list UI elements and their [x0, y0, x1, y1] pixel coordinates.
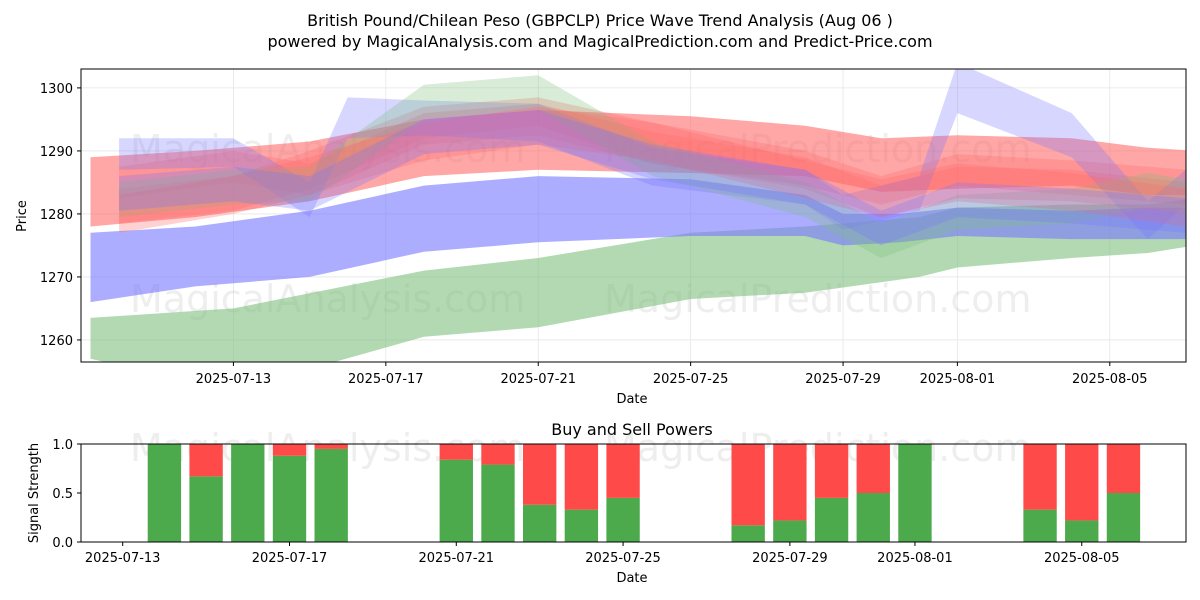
- sell-bar-2025-07-15: [189, 444, 223, 477]
- wave-band-blue-5: [119, 69, 1186, 240]
- buy-bar-2025-08-01: [898, 444, 932, 542]
- signal-y-tick-label-2: 1.0: [52, 438, 73, 453]
- wave-band-red-2: [90, 110, 1186, 227]
- signal-x-tick-label-4: 2025-07-29: [752, 551, 828, 566]
- sell-bar-2025-07-31: [856, 444, 890, 493]
- price-x-tick-label-4: 2025-07-29: [805, 372, 881, 387]
- sell-bar-2025-08-05: [1065, 444, 1099, 521]
- buy-bar-2025-07-31: [856, 493, 890, 542]
- sell-bar-2025-07-23: [523, 444, 557, 505]
- price-plot-frame: [80, 68, 1187, 363]
- price-y-tick-label-3: 1290: [40, 145, 73, 160]
- sell-bar-2025-08-06: [1106, 444, 1141, 493]
- sell-bar-2025-07-21: [439, 444, 473, 460]
- signal-y-tick-label-0: 0.0: [52, 536, 73, 551]
- buy-bar-2025-07-25: [606, 497, 640, 542]
- buy-bar-2025-08-04: [1023, 509, 1057, 542]
- price-x-axis-label: Date: [616, 392, 647, 407]
- signal-x-tick-label-5: 2025-08-01: [877, 551, 953, 566]
- signal-x-tick-label-2: 2025-07-21: [419, 551, 495, 566]
- price-y-tick-label-2: 1280: [40, 208, 73, 223]
- chart-subtitle: powered by MagicalAnalysis.com and Magic…: [267, 32, 932, 51]
- signal-x-tick-label-0: 2025-07-13: [85, 551, 161, 566]
- buy-bar-2025-07-15: [189, 476, 223, 542]
- signal-y-axis-label: Signal Strength: [27, 443, 42, 543]
- price-x-tick-label-1: 2025-07-17: [348, 372, 424, 387]
- signal-x-ticks: 2025-07-13 2025-07-17 2025-07-21 2025-07-25…: [85, 542, 1120, 566]
- sell-bar-2025-07-25: [606, 444, 640, 498]
- wave-band-green-6: [119, 75, 1186, 258]
- price-chart: MagicalAnalysis.com MagicalPrediction.co…: [15, 68, 1187, 407]
- buy-bar-2025-07-23: [523, 504, 557, 542]
- price-x-tick-label-6: 2025-08-05: [1072, 372, 1148, 387]
- wave-band-red-4: [119, 103, 1186, 218]
- signal-chart-title: Buy and Sell Powers: [551, 420, 713, 439]
- price-x-tick-label-0: 2025-07-13: [196, 372, 272, 387]
- buy-bar-2025-07-22: [481, 464, 515, 542]
- price-y-axis-label: Price: [15, 200, 30, 232]
- wave-band-blue-1: [90, 176, 1186, 303]
- price-x-ticks: 2025-07-13 2025-07-17 2025-07-21 2025-07-25…: [196, 362, 1148, 387]
- price-y-tick-label-1: 1270: [40, 271, 73, 286]
- signal-x-axis-label: Date: [616, 571, 647, 586]
- price-x-tick-label-2: 2025-07-21: [500, 372, 576, 387]
- buy-bar-2025-07-17: [272, 455, 307, 542]
- signal-x-tick-label-1: 2025-07-17: [252, 551, 328, 566]
- price-y-tick-label-0: 1260: [40, 334, 73, 349]
- signal-x-tick-label-6: 2025-08-05: [1044, 551, 1120, 566]
- wave-band-blue-8: [119, 110, 1186, 246]
- wave-band-red-3: [119, 97, 1186, 224]
- sell-bar-2025-07-29: [773, 444, 807, 521]
- buy-bar-2025-07-30: [814, 497, 849, 542]
- sell-bar-2025-07-17: [272, 444, 307, 456]
- buy-bar-2025-07-16: [231, 444, 265, 542]
- buy-bar-2025-07-14: [147, 444, 182, 542]
- price-x-tick-label-3: 2025-07-25: [653, 372, 729, 387]
- price-y-ticks: 1260 1270 1280 1290 1300: [40, 82, 81, 349]
- signal-chart: Buy and Sell Powers MagicalAnalysis.com …: [27, 420, 1187, 586]
- wave-band-red-7: [119, 106, 1186, 233]
- buy-bar-2025-07-28: [731, 525, 765, 542]
- buy-bar-2025-07-29: [773, 520, 807, 542]
- sell-bar-2025-07-30: [814, 444, 849, 498]
- buy-bar-2025-08-05: [1065, 520, 1099, 542]
- price-wave-bands: [90, 69, 1186, 362]
- signal-bars: [147, 444, 1141, 542]
- sell-bar-2025-07-18: [314, 444, 348, 449]
- sell-bar-2025-07-22: [481, 444, 515, 465]
- signal-y-ticks: 0.0 0.5 1.0: [52, 438, 81, 551]
- buy-bar-2025-07-21: [439, 459, 473, 542]
- price-y-tick-label-4: 1300: [40, 82, 73, 97]
- price-x-tick-label-5: 2025-08-01: [920, 372, 996, 387]
- signal-x-tick-label-3: 2025-07-25: [585, 551, 661, 566]
- buy-bar-2025-07-18: [314, 448, 348, 542]
- buy-bar-2025-07-24: [564, 509, 599, 542]
- sell-bar-2025-08-04: [1023, 444, 1057, 510]
- sell-bar-2025-07-24: [564, 444, 599, 510]
- signal-y-tick-label-1: 0.5: [52, 487, 73, 502]
- chart-title: British Pound/Chilean Peso (GBPCLP) Pric…: [307, 11, 893, 30]
- sell-bar-2025-07-28: [731, 444, 765, 526]
- buy-bar-2025-08-06: [1106, 493, 1141, 542]
